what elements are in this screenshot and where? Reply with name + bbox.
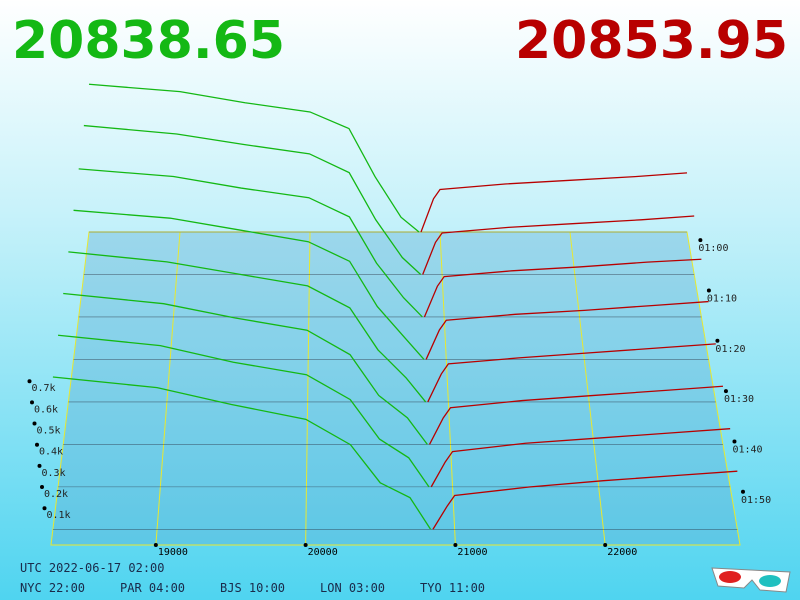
bid-price: 20838.65	[12, 11, 285, 71]
3d-glasses-icon	[711, 567, 791, 593]
x-tick-label: 21000	[457, 547, 487, 558]
bids-line	[78, 168, 423, 318]
bids-line	[63, 292, 428, 445]
depth-tick-label: 0.2k	[44, 489, 68, 500]
asks-line	[430, 428, 731, 488]
x-tick-label: 19000	[158, 547, 188, 558]
time-tick	[732, 439, 737, 444]
x-tick	[453, 543, 458, 547]
x-tick-label: 20000	[308, 547, 338, 558]
axes: 19000 20000 21000 22000 0.1k 0.2k 0.3k 0.4k 0.5k…	[27, 238, 771, 558]
time-tick	[740, 489, 745, 494]
time-tick-label: 01:40	[732, 444, 762, 455]
grid-line	[155, 231, 181, 546]
footer-zone: NYC 22:00	[20, 581, 85, 595]
grid-line	[439, 231, 456, 546]
depth-tick	[40, 485, 44, 490]
depth-tick	[30, 400, 34, 405]
time-tick-label: 01:50	[741, 495, 771, 506]
time-tick	[698, 238, 703, 243]
bids-line	[57, 334, 430, 488]
depth-tick	[42, 506, 47, 511]
asks-line	[422, 215, 695, 275]
asks-line	[432, 470, 738, 530]
depth-tick	[27, 379, 32, 384]
time-tick	[715, 338, 720, 343]
x-tick-label: 22000	[607, 547, 637, 558]
footer-zones: NYC 22:00 PAR 04:00 BJS 10:00 LON 03:00 TYO …	[20, 581, 485, 595]
time-tick	[723, 389, 728, 394]
ask-price: 20853.95	[515, 11, 788, 71]
x-tick	[603, 543, 608, 547]
time-tick-label: 01:20	[715, 344, 745, 355]
footer-utc: UTC 2022-06-17 02:00	[20, 561, 165, 575]
footer-zone: LON 03:00	[320, 581, 385, 595]
x-tick	[153, 543, 158, 547]
time-tick	[706, 288, 711, 293]
depth-tick-label: 0.5k	[37, 426, 61, 437]
grid-line	[305, 231, 311, 546]
bids-line	[68, 251, 427, 403]
depth-lines	[52, 83, 738, 530]
grid-line	[569, 231, 606, 546]
depth-tick-label: 0.3k	[42, 468, 66, 479]
footer-zone: BJS 10:00	[220, 581, 285, 595]
asks-line	[420, 172, 688, 233]
bids-line	[73, 209, 425, 360]
depth-tick-label: 0.4k	[39, 447, 63, 458]
floor	[50, 231, 741, 546]
depth-tick	[37, 463, 42, 468]
depth-tick	[35, 442, 39, 447]
depth-tick	[32, 421, 37, 426]
bids-line	[52, 376, 432, 530]
bids-line	[88, 83, 420, 233]
bids-line	[83, 124, 422, 275]
asks-line	[425, 300, 709, 360]
depth-tick-label: 0.1k	[47, 510, 71, 521]
footer-zone: PAR 04:00	[120, 581, 185, 595]
depth-tick-label: 0.7k	[32, 383, 56, 394]
asks-line	[423, 258, 702, 318]
depth-tick-label: 0.6k	[34, 404, 58, 415]
x-tick	[303, 543, 308, 547]
floor-plane	[50, 231, 741, 546]
asks-line	[427, 343, 716, 403]
time-tick-label: 01:10	[707, 293, 737, 304]
time-tick-label: 01:30	[724, 394, 754, 405]
asks-line	[428, 385, 724, 445]
footer-zone: TYO 11:00	[420, 581, 485, 595]
time-tick-label: 01:00	[698, 243, 728, 254]
